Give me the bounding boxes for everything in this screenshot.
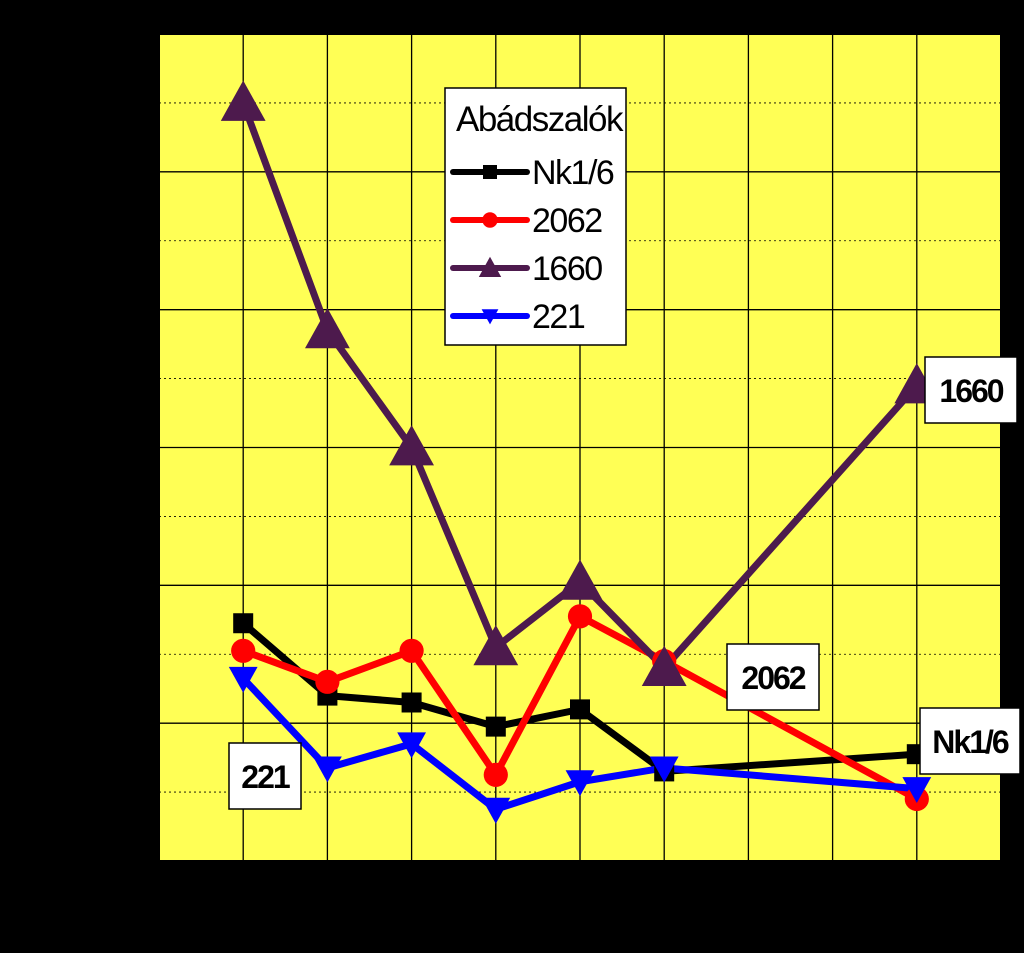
point-2-4: [557, 559, 603, 600]
callouts: 1660 2062 Nk1/6 221: [228, 356, 1021, 810]
point-3-3: [481, 797, 511, 824]
point-0-4: [570, 699, 590, 720]
point-0-2: [401, 692, 422, 713]
callout-2062: 2062: [726, 643, 820, 711]
legend-box: [444, 87, 627, 346]
callout-nk16: Nk1/6: [919, 707, 1021, 775]
point-3-2: [397, 732, 426, 759]
callout-2062-label: 2062: [741, 660, 805, 696]
point-1-3: [483, 762, 508, 787]
legend-label-3: 221: [532, 298, 585, 336]
point-3-1: [313, 756, 342, 783]
point-0-3: [485, 716, 506, 737]
point-1-2: [399, 638, 424, 663]
callout-1660: 1660: [924, 356, 1018, 424]
point-2-5: [641, 645, 687, 686]
point-0-0: [233, 613, 254, 634]
legend-label-1: 2062: [532, 202, 602, 240]
callout-221-label: 221: [241, 759, 290, 795]
legend-marker-3: [481, 309, 499, 325]
legend-marker-0: [483, 165, 497, 179]
legend-marker-1: [482, 212, 498, 228]
point-3-4: [565, 770, 595, 797]
point-1-0: [231, 638, 256, 663]
point-2-1: [305, 307, 350, 349]
callout-221: 221: [228, 742, 302, 810]
legend-label-2: 1660: [532, 250, 602, 288]
callout-nk16-label: Nk1/6: [932, 724, 1009, 760]
series-markers: [220, 80, 940, 824]
point-3-0: [228, 666, 258, 693]
point-2-0: [220, 80, 266, 121]
point-1-1: [315, 669, 340, 694]
point-2-3: [473, 624, 519, 666]
callout-1660-label: 1660: [939, 373, 1003, 409]
legend: Abádszalók Nk1/6 2062 1660 221: [444, 87, 627, 346]
point-3-5: [649, 756, 679, 783]
legend-entries: Nk1/6 2062 1660 221: [450, 154, 615, 336]
legend-title: Abádszalók: [456, 100, 624, 139]
point-3-6: [902, 777, 932, 804]
legend-marker-2: [478, 256, 502, 277]
point-1-4: [567, 604, 593, 629]
point-2-2: [389, 425, 434, 466]
legend-label-0: Nk1/6: [532, 154, 614, 192]
